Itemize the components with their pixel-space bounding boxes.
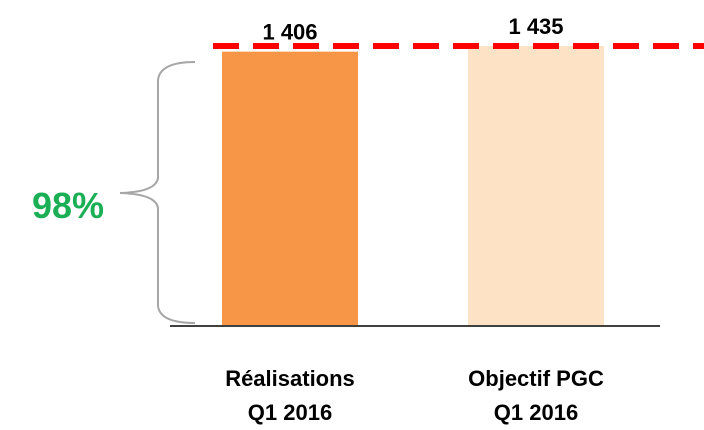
value-label: 1 435 bbox=[508, 14, 563, 39]
bar bbox=[468, 46, 604, 325]
brace bbox=[119, 61, 196, 324]
annotation: 98% bbox=[32, 185, 104, 226]
value-label: 1 406 bbox=[262, 20, 317, 45]
x-tick-label: Objectif PGC Q1 2016 bbox=[468, 366, 604, 425]
x-tick-label: Réalisations Q1 2016 bbox=[225, 366, 355, 425]
bar bbox=[222, 51, 358, 325]
